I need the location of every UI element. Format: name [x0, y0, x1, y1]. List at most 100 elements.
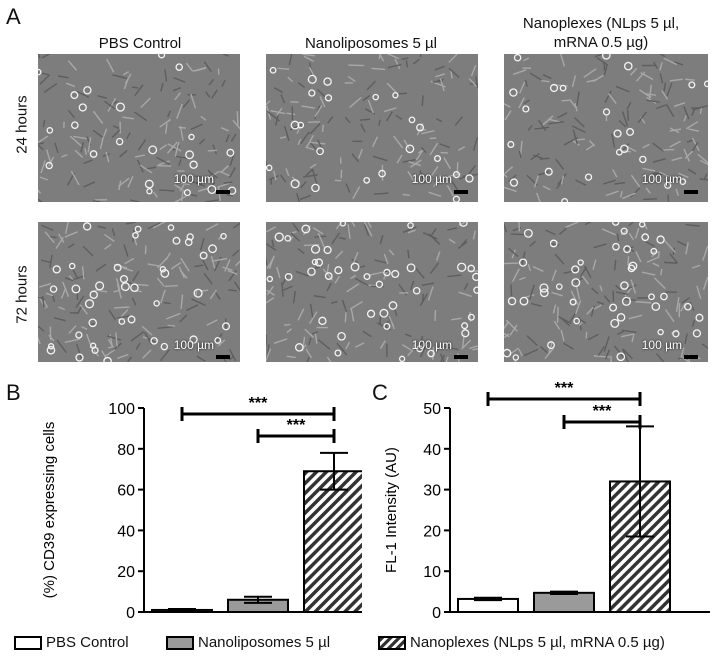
cell-texture: [336, 342, 348, 356]
legend-swatch-white: [14, 635, 42, 650]
cell-texture: [68, 325, 77, 334]
cell-texture: [556, 306, 559, 323]
cell-texture: [621, 348, 629, 362]
rounded-cell: [134, 225, 142, 233]
rounded-cell: [626, 127, 635, 136]
cell-texture: [605, 190, 619, 197]
cell-texture: [643, 198, 658, 201]
rounded-cell: [82, 222, 92, 231]
cell-texture: [54, 317, 66, 322]
rounded-cell: [641, 233, 650, 242]
cell-texture: [223, 181, 233, 185]
cell-texture: [41, 295, 45, 308]
rounded-cell: [609, 303, 618, 312]
cell-texture: [402, 344, 413, 352]
cell-texture: [395, 114, 403, 120]
rounded-cell: [638, 222, 646, 228]
cell-texture: [640, 72, 654, 81]
cell-texture: [104, 233, 115, 243]
cell-texture: [542, 74, 552, 80]
cell-texture: [374, 192, 389, 195]
cell-texture: [366, 222, 372, 229]
cell-texture: [135, 342, 141, 350]
cell-texture: [527, 264, 531, 272]
cell-texture: [144, 331, 153, 345]
rounded-cell: [573, 317, 580, 325]
cell-texture: [385, 111, 393, 122]
chart-b: 0 20 40 60 80 100 (%) CD39 expressing cells ***…: [41, 395, 362, 622]
cell-texture: [472, 230, 477, 240]
cell-texture: [593, 243, 607, 249]
cell-texture: [641, 271, 656, 276]
cell-texture: [448, 54, 459, 63]
micrograph-72h-nanoliposomes: 100 µm: [266, 222, 478, 362]
cell-texture: [310, 163, 317, 169]
rounded-cell: [193, 288, 203, 298]
cell-texture: [366, 80, 377, 91]
rounded-cell: [88, 318, 98, 328]
cell-texture: [302, 54, 316, 57]
cell-texture: [58, 233, 65, 244]
cell-texture: [283, 323, 291, 326]
cell-texture: [38, 325, 45, 332]
cell-texture: [106, 58, 115, 73]
cell-texture: [504, 166, 514, 175]
cell-texture: [657, 250, 660, 259]
cell-texture: [206, 319, 218, 326]
rounded-cell: [120, 282, 130, 292]
cell-texture: [702, 276, 708, 290]
rounded-cell: [612, 222, 620, 226]
cell-texture: [607, 93, 617, 104]
cell-texture: [83, 159, 94, 165]
rounded-cell: [602, 108, 611, 116]
cell-texture: [597, 346, 605, 357]
cell-texture: [81, 266, 85, 280]
rounded-cell: [323, 245, 332, 255]
cell-texture: [472, 137, 478, 151]
cell-texture: [655, 353, 667, 362]
cell-texture: [628, 222, 635, 227]
cell-texture: [316, 88, 327, 99]
cell-texture: [228, 289, 237, 292]
cell-texture: [40, 160, 46, 174]
cell-texture: [172, 87, 182, 92]
cell-texture: [280, 174, 287, 183]
rounded-cell: [207, 184, 217, 194]
cell-texture: [122, 71, 130, 76]
cell-texture: [159, 144, 168, 151]
cell-texture: [574, 117, 585, 128]
cell-texture: [207, 170, 218, 179]
cell-texture: [266, 243, 277, 251]
cell-texture: [518, 276, 526, 281]
cell-texture: [691, 319, 696, 328]
rounded-cell: [266, 164, 273, 172]
cell-texture: [303, 55, 315, 63]
cell-texture: [551, 291, 563, 297]
cell-texture: [454, 116, 463, 126]
rounded-cell: [461, 329, 470, 338]
rounded-cell: [130, 283, 139, 293]
cell-texture: [180, 294, 184, 310]
rounded-cell: [324, 94, 333, 102]
cell-texture: [699, 178, 708, 181]
cell-texture: [675, 297, 680, 312]
cell-texture: [201, 259, 209, 271]
cell-texture: [199, 238, 205, 251]
rounded-cell: [459, 222, 468, 227]
cell-texture: [572, 129, 579, 145]
cell-texture: [125, 222, 136, 225]
y-tick-label: 40: [423, 442, 441, 459]
cell-texture: [41, 54, 56, 59]
rounded-cell: [363, 273, 371, 281]
cell-texture: [504, 262, 519, 265]
y-tick-label: 0: [126, 605, 135, 622]
cell-texture: [228, 348, 237, 362]
cell-texture: [656, 104, 667, 110]
cell-texture: [217, 339, 226, 347]
cell-texture: [616, 233, 620, 242]
rounded-cell: [692, 329, 702, 338]
cell-texture: [519, 81, 526, 94]
cell-texture: [104, 100, 115, 110]
cell-texture: [517, 222, 521, 232]
cell-texture: [664, 240, 676, 254]
